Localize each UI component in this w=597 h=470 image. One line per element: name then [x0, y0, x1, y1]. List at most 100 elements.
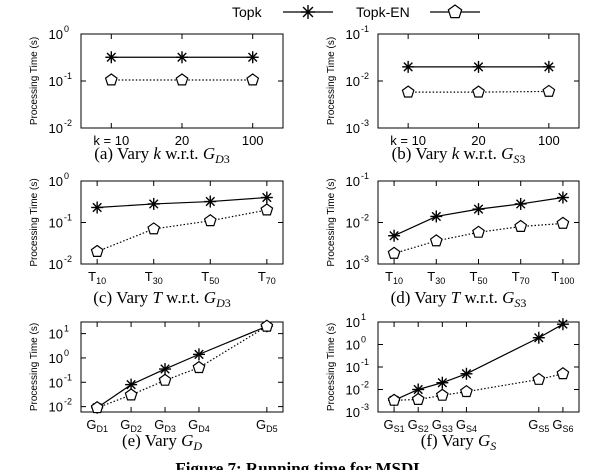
y-tick-label: 10	[346, 27, 360, 42]
x-tick-label: T30	[427, 269, 445, 286]
data-point-asterisk	[430, 210, 443, 223]
plot-frame	[80, 321, 284, 413]
y-tick-label: 10	[346, 360, 360, 375]
data-point-pentagon	[401, 85, 415, 98]
y-tick-exponent: -1	[64, 213, 72, 223]
x-tick-label: GS6	[552, 417, 573, 434]
data-point-asterisk	[460, 367, 473, 380]
data-point-pentagon	[429, 234, 443, 247]
data-point-pentagon	[90, 244, 104, 257]
y-tick-label: 10	[49, 27, 63, 42]
y-tick-label: 10	[49, 74, 63, 89]
data-point-asterisk	[91, 201, 104, 214]
y-tick-label: 10	[346, 74, 360, 89]
data-point-pentagon	[147, 222, 161, 235]
x-tick-label: T50	[470, 269, 488, 286]
y-tick-label: 10	[49, 174, 63, 189]
panel-caption: (e) Vary GD	[122, 431, 202, 453]
y-tick-exponent: -2	[64, 118, 72, 128]
plot-frame	[377, 33, 580, 129]
y-tick-label: 10	[49, 121, 63, 136]
series-line-asterisk	[96, 325, 268, 409]
data-point-pentagon	[124, 388, 138, 401]
x-tick-label: GD1	[86, 417, 108, 434]
data-point-pentagon	[514, 219, 528, 232]
y-tick-label: 10	[346, 216, 360, 231]
y-tick-label: 10	[346, 383, 360, 398]
data-point-asterisk	[542, 60, 555, 73]
series-line-pentagon	[96, 325, 268, 409]
data-point-asterisk	[514, 197, 527, 210]
legend: Topk Topk-EN	[232, 4, 480, 20]
data-point-asterisk	[556, 318, 569, 331]
data-point-asterisk	[402, 60, 415, 73]
y-tick-exponent: -2	[64, 254, 72, 264]
y-tick-exponent: -1	[361, 357, 369, 367]
y-tick-label: 10	[49, 375, 63, 390]
y-axis-label: Processing Time (s)	[326, 323, 337, 411]
data-point-asterisk	[204, 195, 217, 208]
y-tick-exponent: 1	[64, 324, 69, 334]
data-point-pentagon	[460, 384, 473, 398]
plot-frame	[377, 321, 580, 413]
y-tick-label: 10	[49, 327, 63, 342]
x-tick-label: T50	[201, 269, 219, 286]
data-point-pentagon	[175, 73, 189, 86]
y-axis-label: Processing Time (s)	[29, 37, 40, 125]
panel-caption: (a) Vary k w.r.t. GD3	[94, 144, 230, 166]
x-tick-label: 100	[538, 133, 560, 148]
plot-frame	[377, 180, 580, 265]
data-point-asterisk	[105, 51, 118, 64]
data-point-pentagon	[104, 73, 118, 86]
data-point-asterisk	[176, 51, 188, 64]
data-point-pentagon	[532, 372, 546, 385]
figure-caption: Figure 7: Running time for MSDL	[175, 459, 424, 470]
panel-caption: (b) Vary k w.r.t. GS3	[392, 144, 526, 166]
y-tick-label: 10	[346, 174, 360, 189]
y-tick-label: 10	[346, 338, 360, 353]
y-tick-exponent: -1	[64, 71, 72, 81]
y-tick-exponent: -2	[361, 213, 369, 223]
y-tick-label: 10	[346, 121, 360, 136]
y-tick-label: 10	[346, 257, 360, 272]
x-tick-label: T10	[385, 269, 403, 286]
data-point-asterisk	[192, 348, 205, 361]
data-point-pentagon	[203, 214, 217, 227]
y-tick-exponent: -1	[361, 24, 369, 34]
x-tick-label: T70	[512, 269, 530, 286]
legend-label-1: Topk-EN	[356, 4, 410, 20]
series-line-pentagon	[393, 222, 563, 254]
y-tick-exponent: 0	[64, 348, 69, 358]
x-tick-label: T100	[551, 269, 574, 286]
data-point-asterisk	[472, 60, 485, 73]
series-line-asterisk	[97, 196, 267, 209]
data-point-pentagon	[246, 73, 260, 86]
plot-frame	[80, 180, 284, 265]
x-tick-label: k = 10	[93, 133, 129, 148]
data-point-pentagon	[260, 319, 274, 332]
data-point-pentagon	[158, 373, 172, 386]
data-point-asterisk	[472, 203, 485, 216]
data-point-asterisk	[147, 197, 160, 210]
y-axis-label: Processing Time (s)	[29, 178, 40, 266]
panel-caption: (c) Vary T w.r.t. GD3	[93, 288, 230, 310]
x-tick-label: GD5	[256, 417, 278, 434]
y-tick-exponent: -2	[361, 71, 369, 81]
y-tick-label: 10	[49, 216, 63, 231]
data-point-asterisk	[388, 229, 401, 242]
series-line-asterisk	[393, 323, 564, 401]
data-point-pentagon	[556, 367, 570, 380]
data-point-pentagon	[435, 388, 449, 401]
y-tick-exponent: 0	[64, 24, 69, 34]
y-tick-label: 10	[49, 257, 63, 272]
data-point-pentagon	[387, 246, 401, 259]
y-tick-exponent: 0	[361, 335, 366, 345]
series-line-pentagon	[96, 209, 267, 253]
data-point-pentagon	[90, 400, 104, 414]
